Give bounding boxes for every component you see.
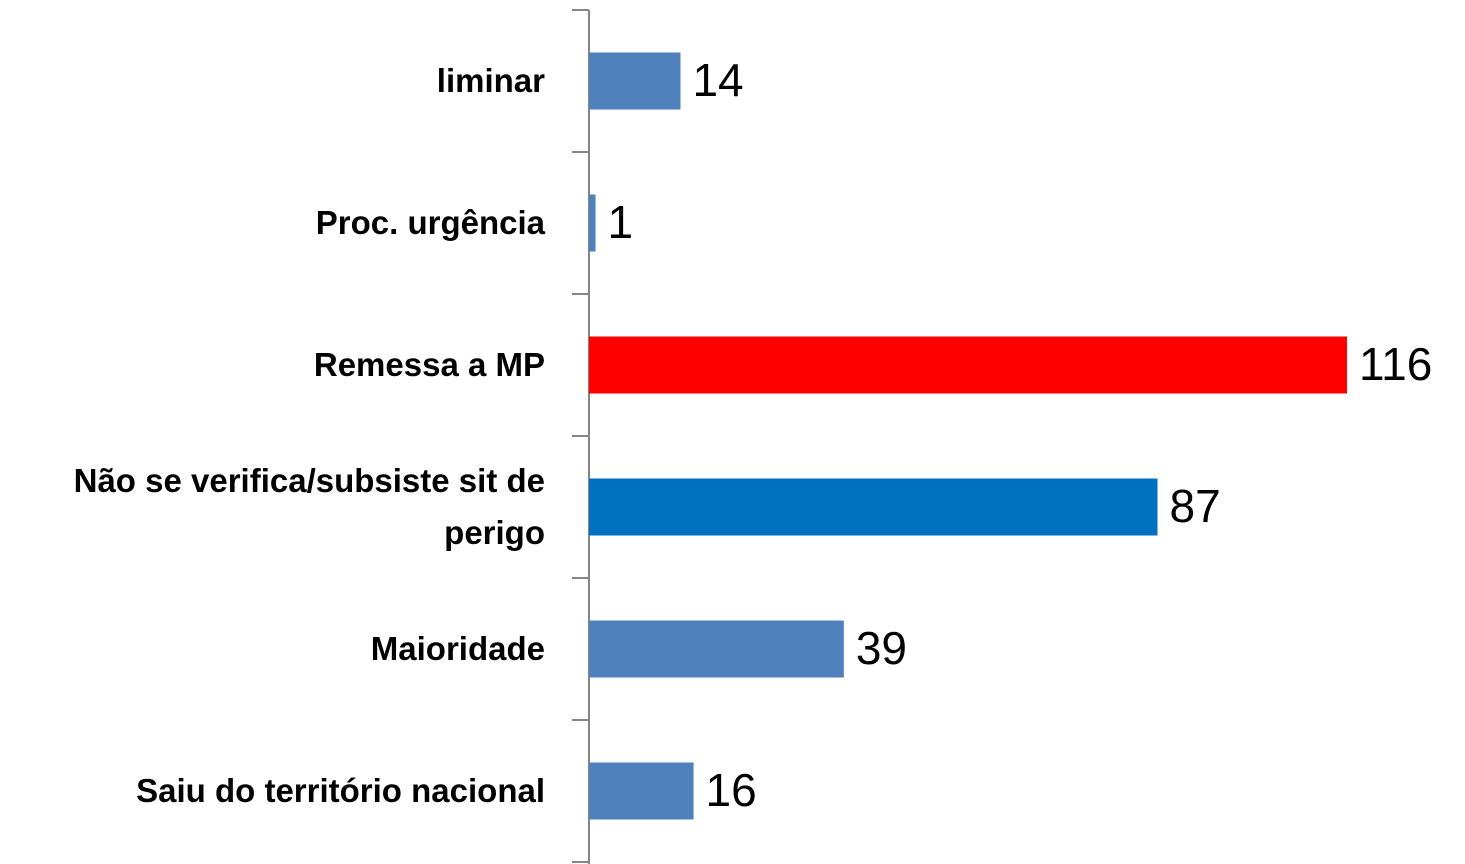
value-label: 16 (706, 764, 757, 816)
category-label: Proc. urgência (315, 204, 545, 241)
category-label: Não se verifica/subsiste sit de perigo (73, 462, 545, 551)
value-label: 116 (1359, 338, 1432, 390)
category-label: Saiu do território nacional (136, 772, 545, 809)
value-label: 14 (692, 54, 743, 106)
value-label: 39 (856, 622, 907, 674)
bar (589, 620, 844, 678)
value-label: 1 (608, 196, 634, 248)
value-label: 87 (1170, 480, 1221, 532)
bar (589, 52, 681, 110)
category-label: Remessa a MP (313, 346, 545, 383)
bar (589, 762, 694, 820)
bar (589, 336, 1347, 394)
category-label: liminar (436, 62, 545, 99)
category-label: Maioridade (370, 630, 545, 667)
bar (589, 194, 596, 252)
bar (589, 478, 1158, 536)
